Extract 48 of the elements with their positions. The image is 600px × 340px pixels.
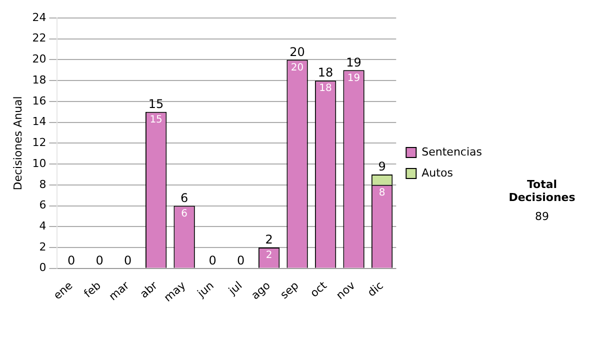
total-label: 0: [236, 254, 245, 268]
x-tick-label: jun: [194, 278, 216, 301]
x-tick-label: ene: [51, 278, 76, 302]
x-tick-label: jul: [225, 278, 245, 298]
y-tick-label: 16: [32, 94, 46, 108]
x-tick-label: dic: [365, 278, 386, 300]
text: 89: [534, 210, 550, 223]
total-label: 15: [148, 97, 164, 112]
x-tick-label: mar: [106, 278, 132, 304]
x-tick-label: sep: [278, 278, 302, 302]
data-label: 20: [290, 62, 304, 74]
y-tick-label: 12: [32, 136, 46, 150]
x-tick-label: oct: [308, 278, 330, 300]
data-label: 8: [378, 188, 386, 199]
x-tick-label: abr: [138, 278, 160, 301]
x-tick-label: ago: [248, 278, 274, 302]
data-label: 19: [347, 72, 360, 84]
y-tick-label: 18: [32, 73, 46, 86]
y-tick-label: 10: [32, 156, 46, 170]
total-label: 9: [378, 160, 386, 174]
y-tick-label: 14: [32, 115, 46, 128]
data-label: 15: [150, 114, 162, 126]
text: Total Decisiones: [508, 178, 576, 204]
legend-label: Sentencias: [422, 145, 482, 158]
y-tick-label: 22: [32, 32, 46, 45]
total-label: 0: [124, 254, 132, 268]
total-label: 0: [96, 254, 104, 268]
total-label: 6: [180, 190, 188, 205]
y-tick-label: 24: [32, 10, 46, 24]
x-tick-label: feb: [82, 278, 104, 300]
y-tick-label: 2: [39, 240, 46, 254]
total-label: 19: [346, 55, 362, 70]
y-tick-label: 4: [39, 220, 46, 233]
y-tick-label: 6: [39, 198, 46, 212]
data-label: 2: [266, 250, 272, 262]
x-tick-label: nov: [334, 278, 358, 302]
total-label: 2: [265, 232, 273, 247]
y-tick-label: 20: [32, 52, 46, 66]
y-tick-label: 8: [39, 178, 46, 191]
y-axis-title: Decisiones Anual: [11, 96, 24, 190]
data-label: 6: [181, 208, 188, 220]
total-label: 20: [290, 44, 305, 59]
legend-label: Autos: [422, 166, 454, 180]
total-label: 18: [318, 66, 334, 80]
total-label: 0: [208, 254, 216, 268]
y-tick-label: 0: [39, 261, 46, 274]
total-label: 0: [68, 254, 76, 268]
data-label: 18: [319, 83, 332, 94]
